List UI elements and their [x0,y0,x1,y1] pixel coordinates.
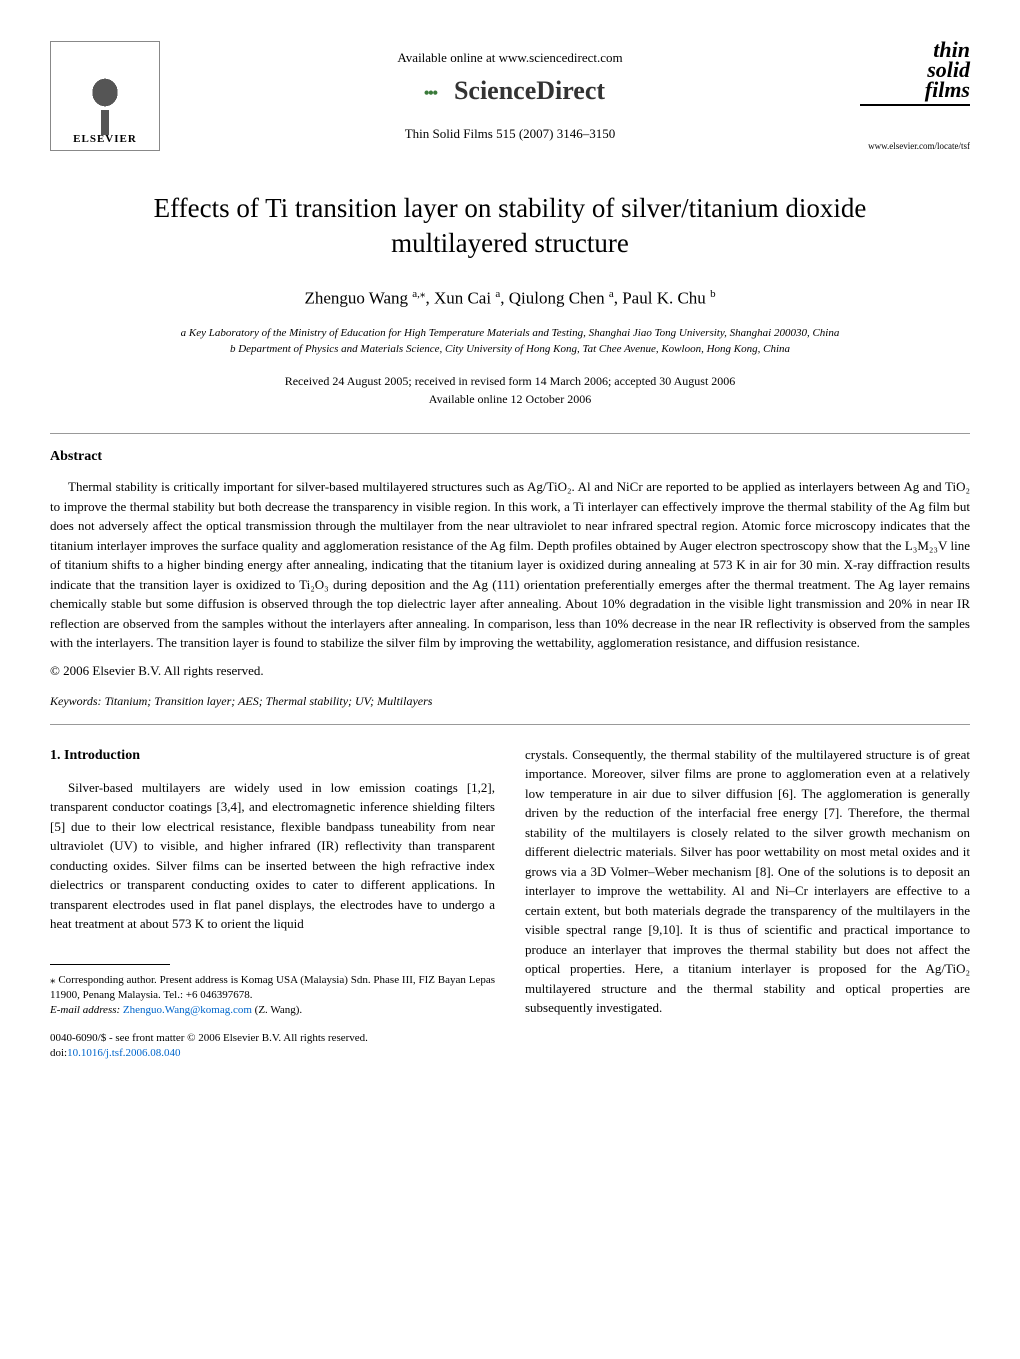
tsf-url: www.elsevier.com/locate/tsf [860,141,970,151]
tsf-films: films [860,80,970,100]
publication-dates: Received 24 August 2005; received in rev… [50,372,970,408]
available-date: Available online 12 October 2006 [50,390,970,408]
affiliation-a: a Key Laboratory of the Ministry of Educ… [50,326,970,341]
footer-info: 0040-6090/$ - see front matter © 2006 El… [50,1031,495,1062]
introduction-heading: 1. Introduction [50,745,495,766]
available-online-text: Available online at www.sciencedirect.co… [160,50,860,66]
tsf-logo: thin solid films www.elsevier.com/locate… [860,40,970,151]
keywords-text: Titanium; Transition layer; AES; Thermal… [102,694,433,708]
introduction-col2: crystals. Consequently, the thermal stab… [525,745,970,1018]
received-date: Received 24 August 2005; received in rev… [50,372,970,390]
abstract-heading: Abstract [50,449,970,465]
email-link[interactable]: Zhenguo.Wang@komag.com [120,1004,252,1016]
abstract-text: Thermal stability is critically importan… [50,477,970,653]
sciencedirect-dots-icon [415,83,445,103]
issn-line: 0040-6090/$ - see front matter © 2006 El… [50,1031,495,1046]
email-footnote: E-mail address: Zhenguo.Wang@komag.com (… [50,1003,495,1018]
divider-bottom [50,724,970,725]
keywords-label: Keywords: [50,694,102,708]
affiliations: a Key Laboratory of the Ministry of Educ… [50,326,970,357]
sciencedirect-text: ScienceDirect [454,76,605,105]
authors-list: Zhenguo Wang a,⁎, Xun Cai a, Qiulong Che… [50,287,970,309]
divider-top [50,433,970,434]
article-title: Effects of Ti transition layer on stabil… [110,191,910,261]
left-column: 1. Introduction Silver-based multilayers… [50,745,495,1062]
right-column: crystals. Consequently, the thermal stab… [525,745,970,1062]
corresponding-footnote: ⁎ Corresponding author. Present address … [50,973,495,1004]
affiliation-b: b Department of Physics and Materials Sc… [50,342,970,357]
footnote-divider [50,964,170,965]
introduction-col1: Silver-based multilayers are widely used… [50,778,495,934]
email-suffix: (Z. Wang). [252,1004,302,1016]
elsevier-tree-icon [75,60,135,125]
journal-citation: Thin Solid Films 515 (2007) 3146–3150 [160,126,860,142]
page-header: ELSEVIER Available online at www.science… [50,40,970,151]
doi-line: doi:10.1016/j.tsf.2006.08.040 [50,1046,495,1061]
sciencedirect-logo: ScienceDirect [160,76,860,106]
tsf-divider [860,104,970,106]
center-header: Available online at www.sciencedirect.co… [160,50,860,142]
doi-label: doi: [50,1047,67,1059]
copyright-text: © 2006 Elsevier B.V. All rights reserved… [50,663,970,679]
doi-link[interactable]: 10.1016/j.tsf.2006.08.040 [67,1047,180,1059]
email-label: E-mail address: [50,1004,120,1016]
two-column-layout: 1. Introduction Silver-based multilayers… [50,745,970,1062]
elsevier-logo: ELSEVIER [50,41,160,151]
keywords: Keywords: Titanium; Transition layer; AE… [50,694,970,709]
